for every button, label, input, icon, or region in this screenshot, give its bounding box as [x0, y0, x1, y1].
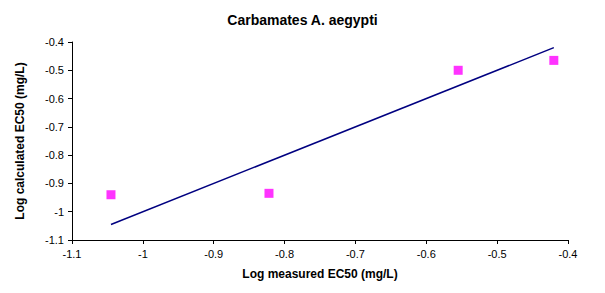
- svg-text:-0.6: -0.6: [417, 248, 436, 260]
- svg-text:-1: -1: [138, 248, 148, 260]
- svg-text:-0.7: -0.7: [346, 248, 365, 260]
- svg-text:-1: -1: [54, 206, 64, 218]
- svg-text:-0.5: -0.5: [45, 64, 64, 76]
- svg-text:Log measured EC50 (mg/L): Log measured EC50 (mg/L): [242, 267, 397, 281]
- svg-text:-0.4: -0.4: [45, 36, 64, 48]
- svg-text:-0.4: -0.4: [559, 248, 578, 260]
- svg-text:-0.5: -0.5: [488, 248, 507, 260]
- svg-text:-0.6: -0.6: [45, 93, 64, 105]
- svg-text:-0.9: -0.9: [204, 248, 223, 260]
- svg-text:-0.8: -0.8: [275, 248, 294, 260]
- svg-text:Log calculated EC50 (mg/L): Log calculated EC50 (mg/L): [13, 62, 27, 219]
- svg-text:-1.1: -1.1: [45, 234, 64, 246]
- svg-text:-0.9: -0.9: [45, 177, 64, 189]
- svg-text:-1.1: -1.1: [63, 248, 82, 260]
- svg-text:-0.7: -0.7: [45, 121, 64, 133]
- svg-text:-0.8: -0.8: [45, 149, 64, 161]
- svg-text:Carbamates A. aegypti: Carbamates A. aegypti: [227, 12, 377, 28]
